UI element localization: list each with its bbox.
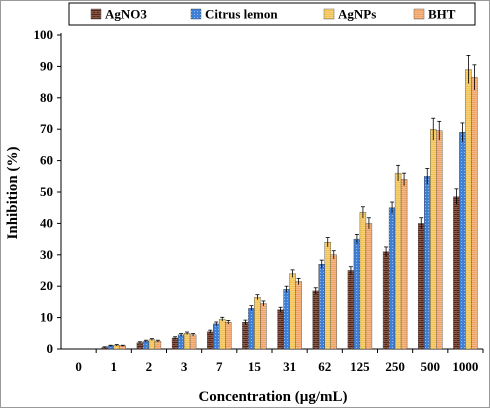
legend-swatch-texture xyxy=(91,9,101,19)
bar-texture xyxy=(453,196,460,349)
bar-texture xyxy=(471,77,478,349)
bar-texture xyxy=(383,251,390,349)
bar-texture xyxy=(190,334,197,349)
bar-texture xyxy=(101,347,108,349)
bar-texture xyxy=(178,334,185,349)
bar-texture xyxy=(184,333,191,349)
bar-texture xyxy=(353,239,360,349)
bar-texture xyxy=(219,319,226,349)
legend-swatch-texture xyxy=(324,9,334,19)
bar-texture xyxy=(283,289,290,349)
x-tick-label: 500 xyxy=(421,359,441,374)
x-tick-label: 15 xyxy=(248,359,262,374)
bar-texture xyxy=(318,264,325,349)
x-tick-label: 0 xyxy=(75,359,82,374)
bar-texture xyxy=(459,132,466,349)
bar-texture xyxy=(289,273,296,349)
bar-texture xyxy=(436,130,443,349)
y-tick-label: 80 xyxy=(40,90,53,105)
bar-texture xyxy=(242,322,249,349)
bar-texture xyxy=(142,341,149,349)
legend-label: BHT xyxy=(428,7,456,22)
y-tick-label: 10 xyxy=(40,310,53,325)
bar-texture xyxy=(359,212,366,349)
y-tick-label: 20 xyxy=(40,278,53,293)
x-tick-label: 62 xyxy=(318,359,331,374)
legend-label: Citrus lemon xyxy=(205,7,278,22)
legend-box xyxy=(68,2,476,26)
bar-texture xyxy=(148,339,155,349)
y-tick-label: 100 xyxy=(34,27,54,42)
x-tick-label: 250 xyxy=(385,359,405,374)
x-tick-label: 3 xyxy=(181,359,188,374)
bar-texture xyxy=(136,342,143,349)
bar-texture xyxy=(465,69,472,349)
legend-swatch-texture xyxy=(191,9,201,19)
bar-texture xyxy=(277,309,284,349)
y-tick-label: 0 xyxy=(47,341,54,356)
bar-texture xyxy=(418,223,425,349)
bar-texture xyxy=(312,290,319,349)
bar-texture xyxy=(213,323,220,349)
bar-texture xyxy=(365,223,372,349)
x-axis-title: Concentration (µg/mL) xyxy=(198,389,347,405)
bar-texture xyxy=(389,207,396,349)
x-tick-label: 1000 xyxy=(452,359,478,374)
bar-texture xyxy=(119,345,126,349)
legend: AgNO3 Citrus lemon AgNPs BHT xyxy=(68,2,476,26)
x-tick-label: 2 xyxy=(146,359,153,374)
bar-texture xyxy=(424,176,431,349)
y-axis-title: Inhibition (%) xyxy=(5,147,21,240)
bar-texture xyxy=(401,179,408,349)
bar-texture xyxy=(107,345,114,349)
legend-label: AgNPs xyxy=(338,7,376,22)
y-tick-label: 40 xyxy=(40,215,53,230)
x-tick-label: 31 xyxy=(283,359,296,374)
bar-texture xyxy=(395,173,402,349)
bar-texture xyxy=(172,338,179,349)
y-tick-label: 70 xyxy=(40,121,53,136)
x-tick-label: 7 xyxy=(216,359,223,374)
bar-texture xyxy=(154,341,161,349)
bar-texture xyxy=(260,303,267,349)
y-tick-label: 50 xyxy=(40,184,53,199)
y-tick-label: 60 xyxy=(40,153,53,168)
bar-texture xyxy=(248,308,255,349)
bar-texture xyxy=(254,297,261,349)
y-tick-label: 90 xyxy=(40,58,53,73)
bar-texture xyxy=(430,129,437,349)
bar-texture xyxy=(113,345,120,349)
bar-texture xyxy=(330,254,337,349)
bar-texture xyxy=(295,281,302,349)
legend-swatch-texture xyxy=(414,9,424,19)
x-tick-label: 1 xyxy=(111,359,118,374)
bar-texture xyxy=(324,242,331,349)
legend-label: AgNO3 xyxy=(105,7,147,22)
bar-texture xyxy=(225,322,232,349)
x-tick-label: 125 xyxy=(350,359,370,374)
bar-texture xyxy=(347,270,354,349)
y-tick-label: 30 xyxy=(40,247,53,262)
bar-texture xyxy=(207,331,214,349)
